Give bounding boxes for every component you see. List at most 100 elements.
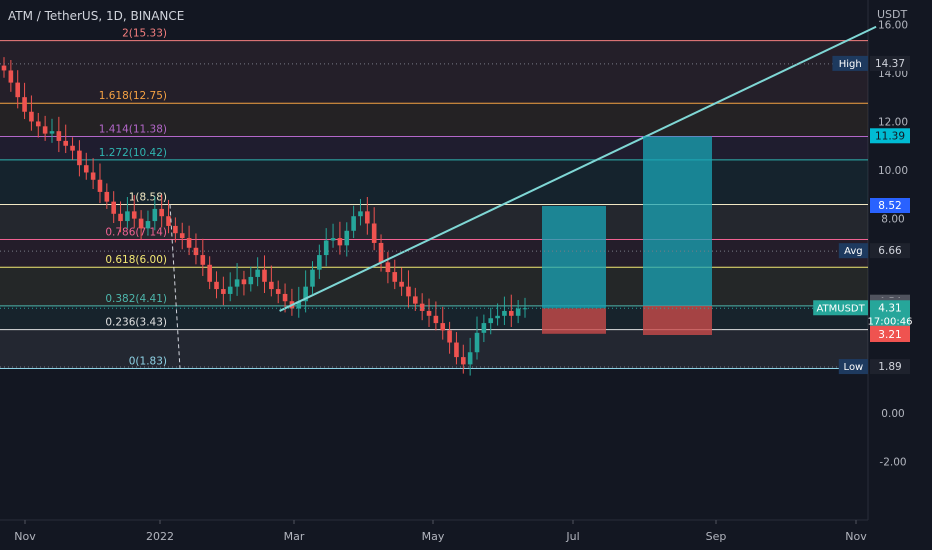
candle-body <box>303 286 308 302</box>
fib-zone <box>0 103 868 137</box>
candle-body <box>378 242 384 263</box>
price-label-bg <box>870 128 910 144</box>
y-tick-label: 12.00 <box>878 116 908 128</box>
candle-body <box>502 310 507 316</box>
candle-body <box>35 121 41 127</box>
candle-body <box>241 279 247 285</box>
candle-body <box>269 281 274 290</box>
candle-body <box>365 211 370 224</box>
price-tag-label: ATMUSDT <box>816 303 865 314</box>
price-label-value: 14.37 <box>875 58 905 70</box>
candle-body <box>173 225 178 234</box>
fib-label: 1(8.58) <box>129 192 167 204</box>
y-tick-label: 0.00 <box>881 408 904 420</box>
candle-body <box>234 279 240 287</box>
candle-body <box>358 211 363 217</box>
fib-label: 1.414(11.38) <box>99 124 167 136</box>
candle-body <box>131 211 137 219</box>
candle-body <box>207 264 212 282</box>
price-label-value: 8.52 <box>878 200 901 212</box>
candle-body <box>433 315 439 324</box>
position-2-stop-zone <box>643 305 712 335</box>
candle-body <box>385 262 391 273</box>
x-tick-label: Nov <box>14 530 36 543</box>
fib-zone <box>0 329 868 369</box>
candle-body <box>515 308 521 316</box>
fib-label: 0(1.83) <box>129 356 167 368</box>
price-label-bg <box>870 300 910 329</box>
price-label-bg <box>870 359 910 375</box>
price-label-time: 17:00:46 <box>868 316 913 327</box>
candle-body <box>90 172 96 180</box>
position-1-target-zone <box>542 206 606 309</box>
price-label-value: 6.66 <box>878 245 902 257</box>
y-tick-label: 16.00 <box>878 19 908 31</box>
price-tag-bg <box>838 243 868 259</box>
symbol-title: ATM / TetherUS, 1D, BINANCE <box>8 9 185 23</box>
position-1-stop-zone <box>542 308 606 334</box>
candle-body <box>426 310 432 316</box>
price-label-value: 3.21 <box>878 329 901 341</box>
candle-body <box>419 303 425 311</box>
candle-body <box>323 240 329 256</box>
candle-body <box>262 269 267 282</box>
candle-body <box>200 255 206 265</box>
candle-body <box>70 145 75 151</box>
candle-body <box>83 165 89 173</box>
candle-body <box>413 296 418 304</box>
fib-label: 0.382(4.41) <box>105 293 167 305</box>
x-tick-label: Sep <box>706 530 727 543</box>
candle-body <box>111 201 116 214</box>
candle-body <box>351 216 356 231</box>
candle-body <box>22 97 27 112</box>
candle-body <box>248 276 254 285</box>
price-label-bg <box>870 198 910 214</box>
candle-body <box>317 255 322 270</box>
candle-body <box>97 179 103 192</box>
price-label-bg <box>870 243 910 259</box>
candle-body <box>488 318 494 324</box>
candle-body <box>42 126 48 134</box>
fib-label: 1.618(12.75) <box>99 90 167 102</box>
candle-body <box>15 82 21 98</box>
candle-body <box>522 308 528 310</box>
candle-body <box>255 269 260 277</box>
candle-body <box>179 233 185 239</box>
fib-label: 1.272(10.42) <box>99 147 167 159</box>
candle-body <box>138 218 144 229</box>
candle-body <box>227 286 233 294</box>
candle-body <box>282 293 288 302</box>
candle-body <box>330 238 336 241</box>
price-label-value: 4.31 <box>878 302 901 314</box>
y-tick-label: -2.00 <box>879 457 906 469</box>
candle-body <box>1 65 7 71</box>
candle-body <box>406 286 411 297</box>
candle-body <box>371 223 377 243</box>
candle-body <box>399 281 404 287</box>
candle-body <box>461 357 466 365</box>
fib-label: 0.786(7.14) <box>105 227 167 239</box>
candle-body <box>454 342 459 358</box>
candle-body <box>214 281 219 290</box>
price-tag-bg <box>838 359 868 375</box>
price-tag-label: Avg <box>844 246 863 257</box>
x-tick-label: May <box>422 530 445 543</box>
candle-body <box>440 323 446 331</box>
fib-zone <box>0 159 868 205</box>
candle-body <box>159 208 164 217</box>
candle-body <box>63 140 68 146</box>
x-tick-label: Jul <box>565 530 579 543</box>
candle-body <box>166 216 171 226</box>
axis-unit-label: USDT <box>877 8 908 21</box>
candle-body <box>8 70 14 83</box>
candle-body <box>77 150 82 166</box>
candle-body <box>152 208 158 222</box>
fib-zone <box>0 40 868 104</box>
fib-label: 0.618(6.00) <box>105 254 167 266</box>
fib-zone <box>0 204 868 240</box>
candle-body <box>447 330 452 343</box>
y-tick-label: 10.00 <box>878 165 908 177</box>
candle-body <box>337 238 343 246</box>
position-2-target-zone <box>643 136 712 306</box>
